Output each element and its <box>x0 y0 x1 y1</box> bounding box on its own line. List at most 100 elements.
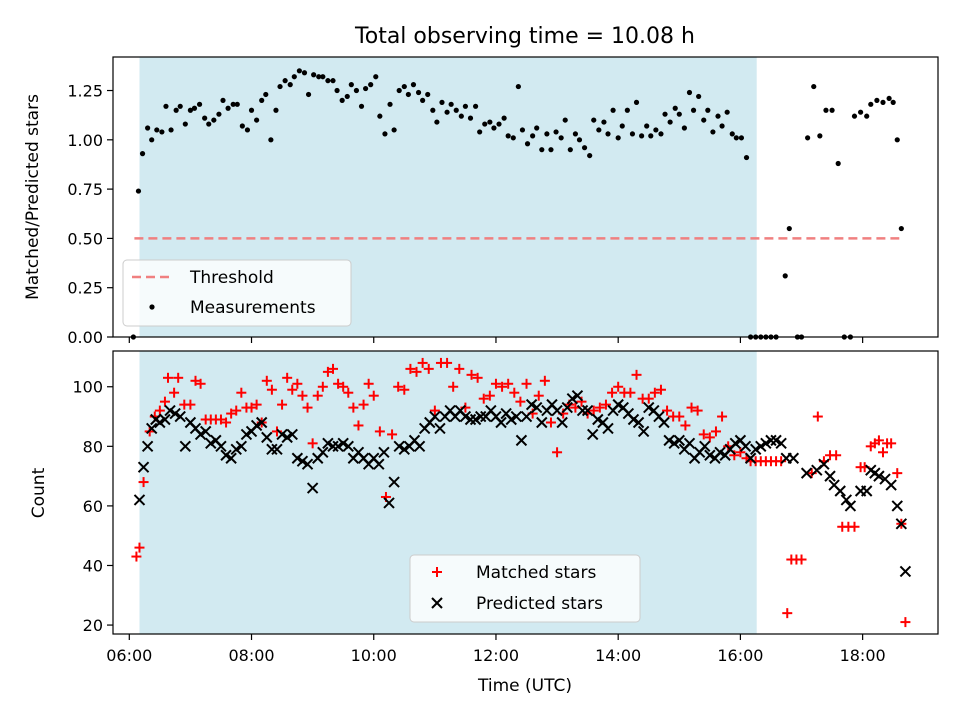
matched-star-point <box>374 426 385 437</box>
marker-stroke <box>500 407 512 420</box>
matched-star-point <box>261 375 272 386</box>
measurement-point <box>817 133 823 139</box>
measurement-point <box>358 103 365 109</box>
measurement-point <box>405 91 411 98</box>
marker-stroke <box>286 428 298 441</box>
matched-star-point <box>358 399 369 410</box>
matched-star-point <box>387 429 398 440</box>
bottom-panel: 20 40 60 80 100 06:00 08:00 10:00 12:00 14:00 16:… <box>29 350 939 696</box>
top-panel: 0.00 0.25 0.50 0.75 1.00 1.25 Matched/Predict… <box>23 56 939 347</box>
predicted-star-point <box>775 437 787 450</box>
measurement-point <box>191 105 198 111</box>
matched-star-point <box>892 468 903 479</box>
matched-star-point <box>138 477 149 488</box>
measurement-point <box>216 111 222 117</box>
legend-threshold-label: Threshold <box>189 268 274 288</box>
x-tick-label: 16:00 <box>717 646 763 665</box>
measurement-point <box>519 127 526 133</box>
matched-star-point <box>594 402 605 413</box>
measurement-point <box>305 91 312 98</box>
measurement-point <box>334 87 340 94</box>
matched-star-point <box>338 381 349 392</box>
measurement-point <box>287 82 293 88</box>
measurement-point <box>391 127 397 133</box>
marker-stroke <box>429 410 441 423</box>
matched-star-point <box>246 402 257 413</box>
predicted-star-point <box>824 470 836 482</box>
measurement-point <box>273 107 279 113</box>
measurement-point <box>553 129 559 135</box>
measurement-point <box>439 99 445 105</box>
marker-stroke <box>459 410 472 423</box>
measurement-point <box>662 111 668 117</box>
measurement-point <box>382 131 388 137</box>
measurement-point <box>220 97 226 103</box>
measurement-point <box>823 107 829 113</box>
predicted-star-point <box>301 458 314 470</box>
marker-stroke <box>699 440 711 453</box>
marker-stroke <box>879 473 891 485</box>
predicted-star-point <box>818 458 830 470</box>
predicted-star-point <box>576 404 589 417</box>
predicted-star-point <box>434 422 446 435</box>
predicted-star-point <box>787 452 800 464</box>
measurement-point <box>864 113 870 119</box>
measurement-point <box>282 78 288 84</box>
measurement-point <box>868 101 874 107</box>
predicted-star-point <box>658 416 670 429</box>
y-tick-label: 60 <box>83 497 103 516</box>
chart-title: Total observing time = 10.08 h <box>354 24 695 49</box>
measurement-point <box>667 119 673 125</box>
measurement-point <box>510 135 516 141</box>
matched-star-point <box>282 372 293 383</box>
measurement-point <box>715 113 721 119</box>
predicted-star-point <box>673 434 686 447</box>
marker-stroke <box>174 410 186 423</box>
marker-stroke <box>301 458 314 470</box>
y-tick-label: 0.25 <box>67 279 103 298</box>
measurement-point <box>690 107 697 113</box>
predicted-star-point <box>744 452 757 464</box>
measurement-point <box>710 129 716 135</box>
marker-stroke <box>551 404 563 417</box>
matched-star-point <box>576 396 587 407</box>
marker-stroke <box>434 422 446 435</box>
legend-predicted-swatch <box>431 597 443 609</box>
measurement-point <box>601 119 607 125</box>
measurement-point <box>786 225 792 232</box>
marker-stroke <box>597 416 609 429</box>
predicted-star-point <box>327 440 339 453</box>
matched-star-point <box>649 387 660 398</box>
matched-star-point <box>812 411 823 422</box>
matched-star-point <box>353 420 364 431</box>
legend-matched-swatch <box>432 567 442 577</box>
x-tick-label: 06:00 <box>106 646 152 665</box>
predicted-star-point <box>800 467 813 479</box>
matched-star-point <box>190 375 201 386</box>
marker-stroke <box>342 440 354 453</box>
matched-star-point <box>796 554 807 565</box>
matched-star-point <box>631 369 642 380</box>
measurement-point <box>339 97 345 103</box>
matched-star-point <box>698 429 709 440</box>
matched-star-point <box>195 378 206 389</box>
measurement-point <box>835 160 841 167</box>
measurement-point <box>676 111 682 117</box>
marker-stroke <box>571 389 584 402</box>
predicted-star-point <box>215 440 227 453</box>
matched-star-point <box>393 381 404 392</box>
matched-star-point <box>348 402 359 413</box>
y-tick-label: 40 <box>83 556 103 575</box>
matched-star-point <box>552 447 563 458</box>
predicted-star-point <box>520 410 533 423</box>
measurement-point <box>696 93 702 100</box>
y-tick-label: 0.75 <box>67 180 103 199</box>
predicted-star-point <box>373 458 385 470</box>
predicted-star-point <box>495 416 507 429</box>
measurement-point <box>605 131 611 137</box>
bottom-legend-box <box>409 554 641 623</box>
measurement-point <box>291 74 297 80</box>
y-tick-label: 0.50 <box>67 229 103 248</box>
measurement-point <box>482 121 488 127</box>
measurement-point <box>196 101 203 107</box>
